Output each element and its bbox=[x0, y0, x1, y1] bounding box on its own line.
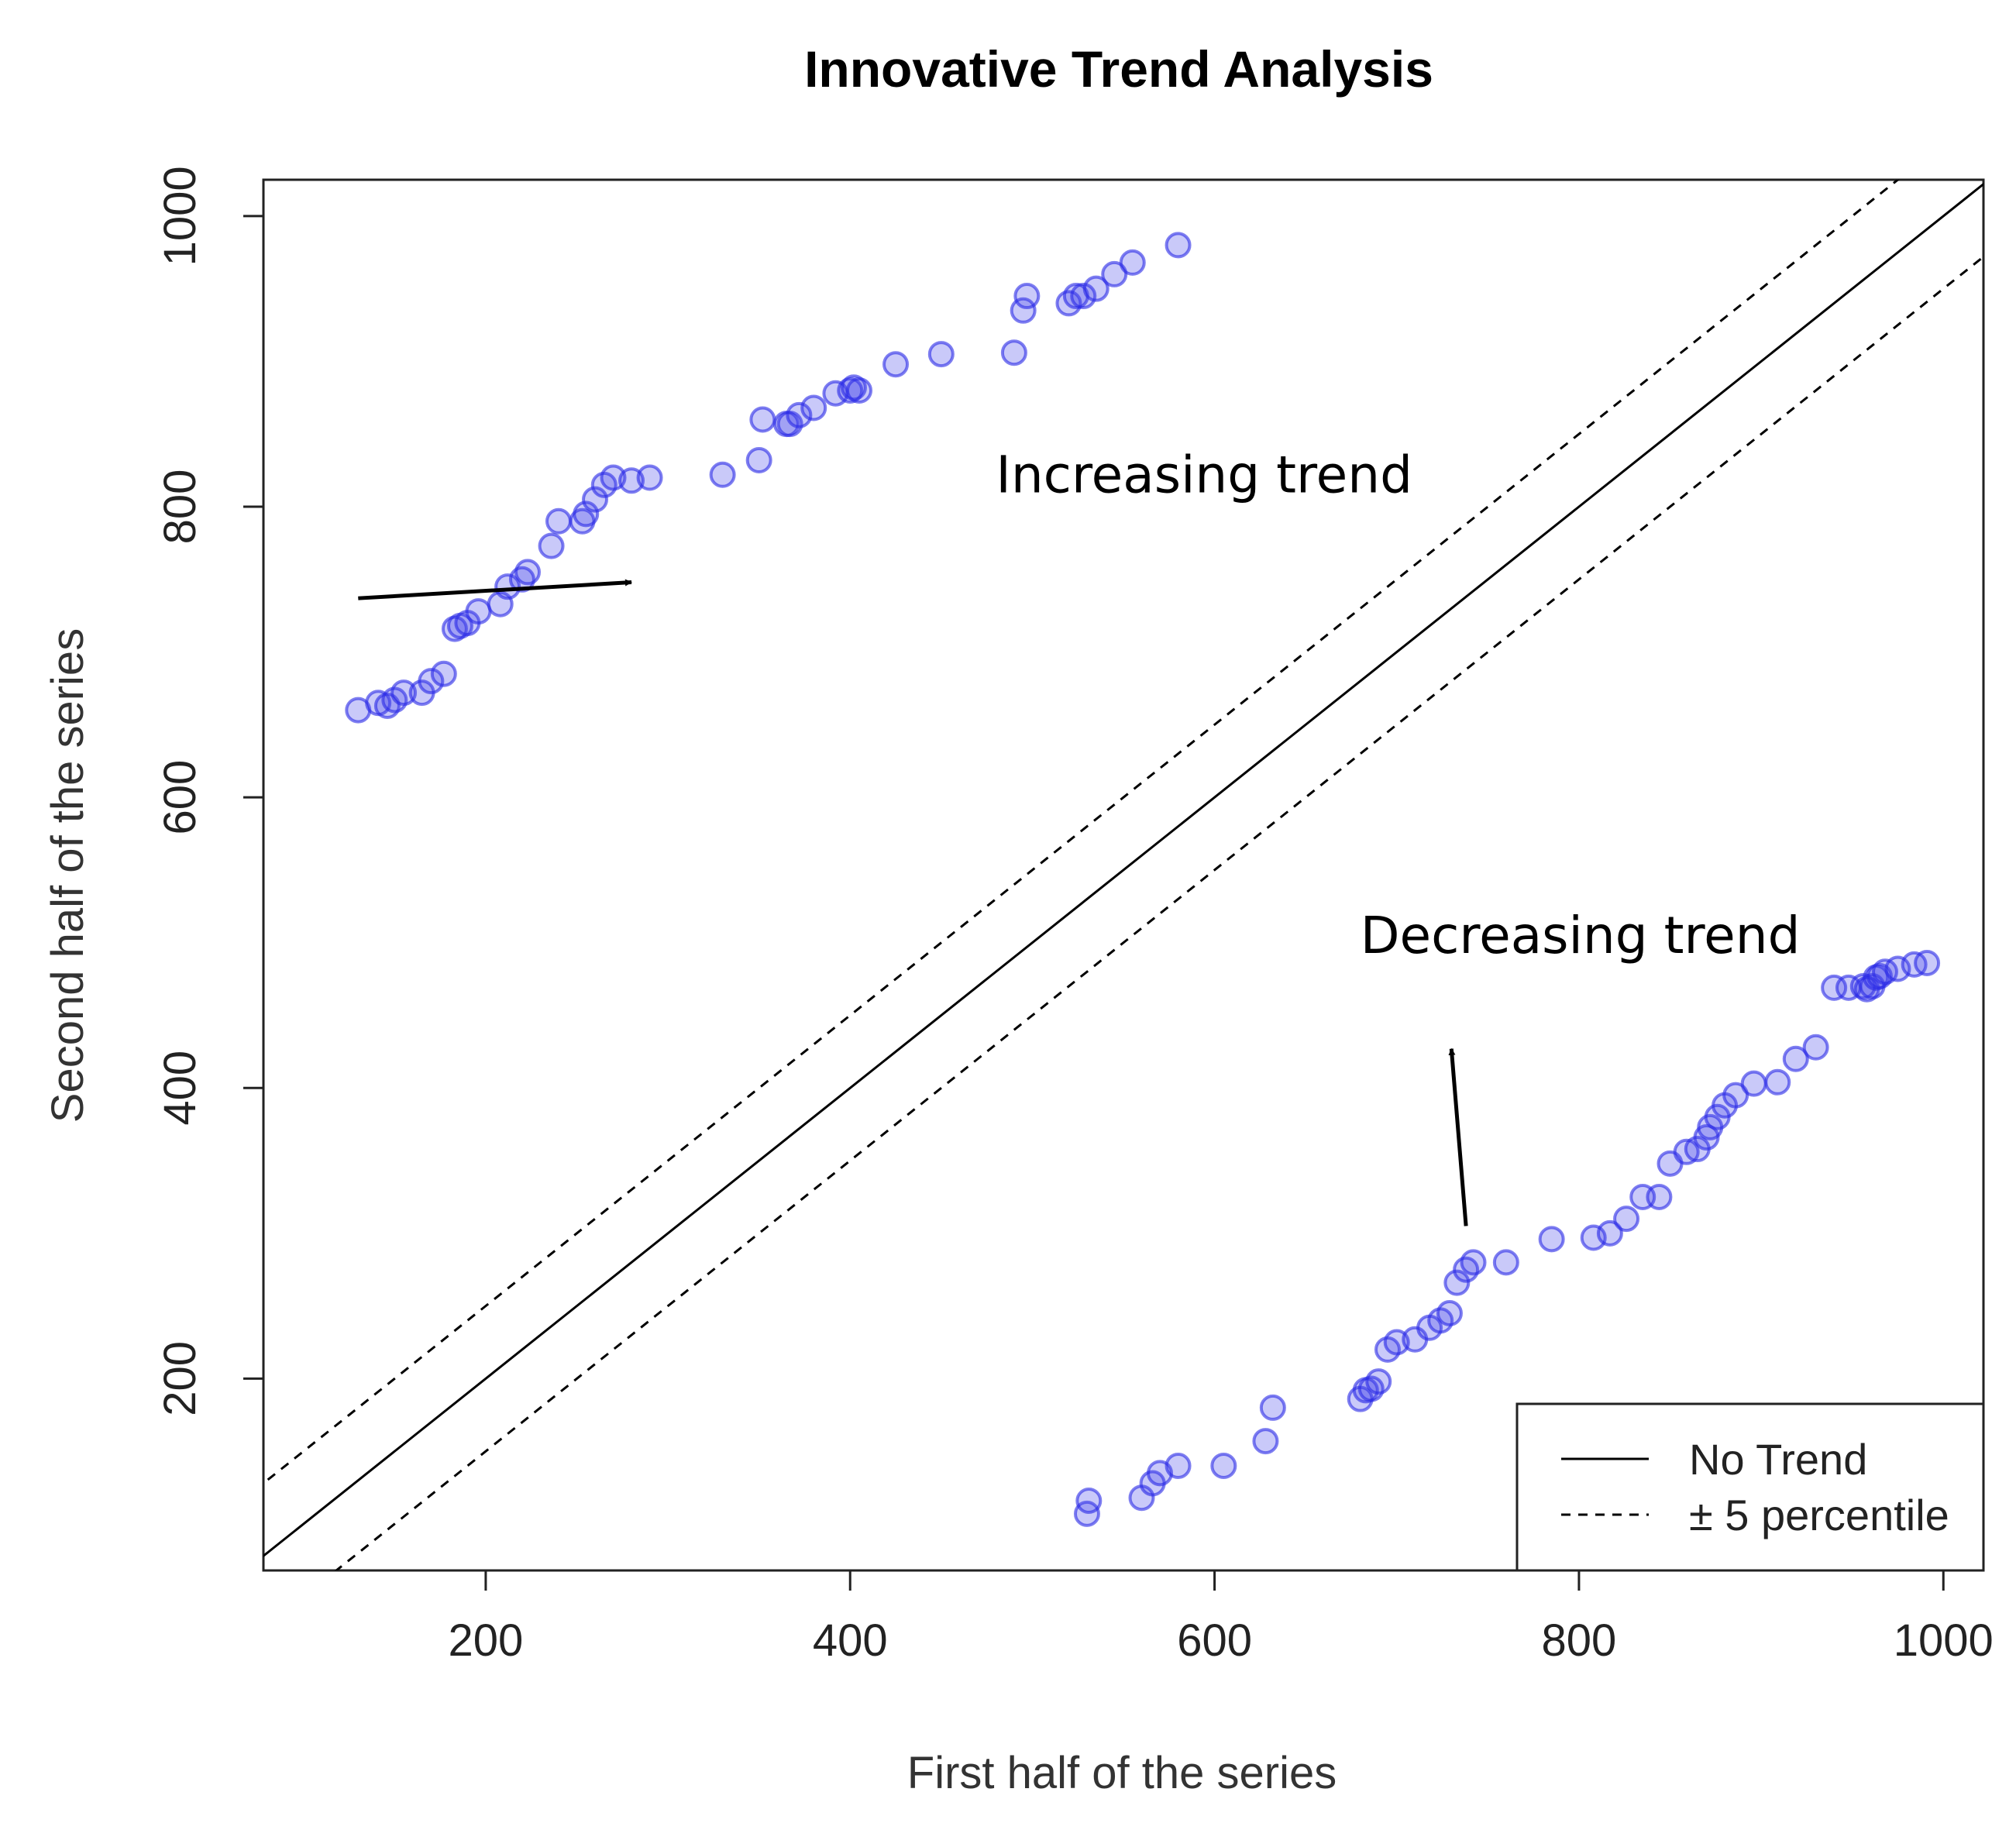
x-tick-label: 800 bbox=[1542, 1615, 1617, 1666]
y-tick-label: 800 bbox=[155, 470, 205, 545]
increasing-point bbox=[494, 573, 521, 600]
y-tick-label: 1000 bbox=[155, 166, 205, 266]
y-tick-label: 600 bbox=[155, 760, 205, 835]
legend-box bbox=[1515, 1402, 1985, 1572]
increasing-point bbox=[1119, 249, 1146, 276]
decreasing-point bbox=[1802, 1034, 1829, 1061]
increasing-point bbox=[786, 401, 813, 428]
decreasing-point bbox=[1782, 1045, 1809, 1072]
decreasing-trend-label: Decreasing trend bbox=[1361, 906, 1801, 965]
no-trend-line bbox=[263, 182, 1983, 1558]
decreasing-point bbox=[1252, 1428, 1279, 1455]
reference-lines bbox=[263, 180, 1983, 1570]
increasing-point bbox=[514, 559, 541, 586]
chart-title: Innovative Trend Analysis bbox=[804, 40, 1433, 98]
increasing-point bbox=[418, 668, 445, 695]
y-tick-label: 200 bbox=[155, 1341, 205, 1416]
increasing-point bbox=[745, 447, 772, 474]
decreasing-point bbox=[1596, 1219, 1623, 1247]
increasing-point bbox=[927, 341, 955, 368]
decreasing-point bbox=[1764, 1068, 1791, 1096]
upper-percentile-line bbox=[263, 180, 1900, 1485]
decreasing-point bbox=[1646, 1183, 1673, 1210]
lower-percentile-line bbox=[334, 255, 1983, 1570]
increasing-point bbox=[882, 351, 910, 378]
increasing-point bbox=[1000, 339, 1027, 366]
increasing-point bbox=[749, 406, 776, 433]
decreasing-point bbox=[1613, 1206, 1640, 1233]
decreasing-point bbox=[1722, 1082, 1749, 1109]
y-axis: 200 400 600 800 1000 bbox=[155, 166, 263, 1416]
increasing-point bbox=[465, 598, 492, 625]
y-axis-label: Second half of the series bbox=[43, 628, 93, 1123]
decreasing-point bbox=[1365, 1368, 1392, 1395]
x-axis-label: First half of the series bbox=[907, 1748, 1337, 1798]
decreasing-point bbox=[1460, 1249, 1487, 1276]
increasing-point bbox=[800, 394, 827, 421]
increasing-point bbox=[846, 377, 873, 404]
decreasing-trend-arrow bbox=[1448, 1047, 1468, 1226]
increasing-point bbox=[538, 532, 565, 559]
decreasing-point bbox=[1165, 1452, 1192, 1479]
annotations: Increasing trend Decreasing trend bbox=[358, 445, 1801, 1226]
increasing-point bbox=[709, 461, 736, 488]
increasing-point bbox=[582, 486, 609, 513]
decreasing-point bbox=[1436, 1300, 1463, 1327]
legend-label-no-trend: No Trend bbox=[1689, 1435, 1867, 1484]
scatter-points bbox=[345, 232, 1941, 1527]
x-tick-label: 1000 bbox=[1894, 1615, 1994, 1666]
x-tick-label: 200 bbox=[449, 1615, 524, 1666]
decreasing-point bbox=[1492, 1249, 1519, 1276]
increasing-trend-label: Increasing trend bbox=[996, 445, 1412, 504]
increasing-point bbox=[390, 679, 418, 707]
x-axis: 200 400 600 800 1000 bbox=[449, 1570, 1994, 1666]
decreasing-point bbox=[1538, 1226, 1565, 1253]
decreasing-point bbox=[1075, 1487, 1103, 1514]
increasing-point bbox=[1101, 260, 1128, 287]
increasing-point bbox=[1082, 275, 1109, 302]
increasing-point bbox=[573, 500, 600, 528]
decreasing-point bbox=[1740, 1070, 1767, 1097]
y-tick-label: 400 bbox=[155, 1051, 205, 1126]
increasing-point bbox=[1165, 232, 1192, 259]
decreasing-point bbox=[1443, 1269, 1471, 1296]
increasing-point bbox=[545, 507, 572, 535]
legend: No Trend ± 5 percentile bbox=[1515, 1402, 1985, 1572]
increasing-trend-arrow bbox=[358, 579, 632, 600]
increasing-point bbox=[430, 660, 457, 687]
decreasing-point bbox=[1210, 1452, 1237, 1479]
x-tick-label: 600 bbox=[1177, 1615, 1252, 1666]
x-tick-label: 400 bbox=[813, 1615, 888, 1666]
plot-frame bbox=[262, 178, 1985, 1572]
decreasing-point bbox=[1914, 949, 1941, 976]
increasing-point bbox=[1070, 283, 1097, 310]
legend-label-percentile: ± 5 percentile bbox=[1689, 1491, 1949, 1539]
increasing-point bbox=[1013, 283, 1041, 310]
decreasing-point bbox=[1259, 1394, 1286, 1421]
increasing-point bbox=[636, 464, 663, 491]
